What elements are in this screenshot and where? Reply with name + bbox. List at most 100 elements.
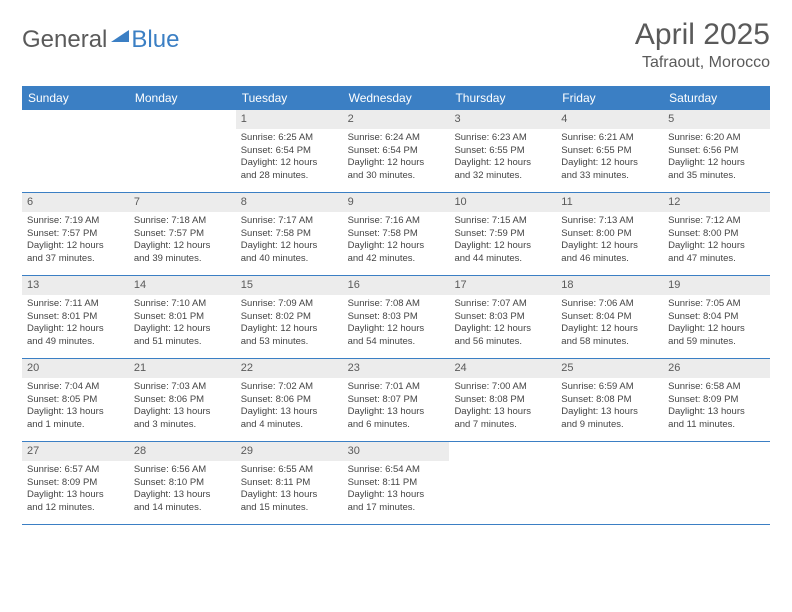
day-cell: 8Sunrise: 7:17 AMSunset: 7:58 PMDaylight…: [236, 193, 343, 275]
day-cell: 18Sunrise: 7:06 AMSunset: 8:04 PMDayligh…: [556, 276, 663, 358]
day-line-d1: Daylight: 12 hours: [348, 157, 445, 170]
day-line-ss: Sunset: 7:58 PM: [348, 228, 445, 241]
day-line-ss: Sunset: 8:01 PM: [27, 311, 124, 324]
day-line-ss: Sunset: 6:54 PM: [348, 145, 445, 158]
calendar: Sunday Monday Tuesday Wednesday Thursday…: [22, 86, 770, 525]
day-line-sr: Sunrise: 6:58 AM: [668, 381, 765, 394]
day-line-d2: and 1 minute.: [27, 419, 124, 432]
day-line-sr: Sunrise: 7:03 AM: [134, 381, 231, 394]
day-number: 13: [22, 276, 129, 295]
weeks-container: 1Sunrise: 6:25 AMSunset: 6:54 PMDaylight…: [22, 110, 770, 525]
logo-text-gray: General: [22, 26, 107, 54]
day-line-d1: Daylight: 12 hours: [134, 240, 231, 253]
title-block: April 2025 Tafraout, Morocco: [635, 18, 770, 72]
day-cell: 15Sunrise: 7:09 AMSunset: 8:02 PMDayligh…: [236, 276, 343, 358]
day-cell: 5Sunrise: 6:20 AMSunset: 6:56 PMDaylight…: [663, 110, 770, 192]
day-number: 16: [343, 276, 450, 295]
day-number: 8: [236, 193, 343, 212]
day-line-d1: Daylight: 12 hours: [241, 157, 338, 170]
day-line-d2: and 33 minutes.: [561, 170, 658, 183]
day-line-d2: and 42 minutes.: [348, 253, 445, 266]
day-line-d2: and 9 minutes.: [561, 419, 658, 432]
week-row: 27 Sunrise: 6:57 AMSunset: 8:09 PM Dayligh…: [22, 442, 770, 525]
day-line-sr: Sunrise: 7:16 AM: [348, 215, 445, 228]
day-line-d1: Daylight: 12 hours: [668, 323, 765, 336]
day-line-d2: and 15 minutes.: [241, 502, 338, 515]
day-body: Sunrise: 7:06 AMSunset: 8:04 PMDaylight:…: [556, 295, 663, 354]
day-line-ss: Sunset: 8:04 PM: [561, 311, 658, 324]
logo: General Blue: [22, 26, 179, 54]
day-body: Sunrise: 6:20 AMSunset: 6:56 PMDaylight:…: [663, 129, 770, 188]
day-line-d2: and 44 minutes.: [454, 253, 551, 266]
day-line-sr: Sunrise: 6:23 AM: [454, 132, 551, 145]
day-number: 5: [663, 110, 770, 129]
day-body: [663, 461, 770, 469]
day-body: Sunrise: 6:54 AMSunset: 8:11 PMDaylight:…: [343, 461, 450, 520]
day-number: 28: [129, 442, 236, 461]
day-number: 27: [22, 442, 129, 461]
day-line-d1: Daylight: 12 hours: [241, 240, 338, 253]
day-line-d1: Daylight: 13 hours: [241, 489, 338, 502]
day-cell: 29Sunrise: 6:55 AMSunset: 8:11 PMDayligh…: [236, 442, 343, 524]
day-body: Sunrise: 7:11 AMSunset: 8:01 PMDaylight:…: [22, 295, 129, 354]
day-number: 12: [663, 193, 770, 212]
day-cell: [129, 110, 236, 192]
day-line-d1: Daylight: 13 hours: [561, 406, 658, 419]
weekday-label: Friday: [556, 86, 663, 110]
day-line-sr: Sunrise: 6:57 AM: [27, 464, 124, 477]
day-line-ss: Sunset: 8:07 PM: [348, 394, 445, 407]
day-body: Sunrise: 7:08 AMSunset: 8:03 PMDaylight:…: [343, 295, 450, 354]
day-number: 22: [236, 359, 343, 378]
day-line-sr: Sunrise: 6:24 AM: [348, 132, 445, 145]
day-line-sr: Sunrise: 6:25 AM: [241, 132, 338, 145]
day-body: Sunrise: 7:13 AMSunset: 8:00 PMDaylight:…: [556, 212, 663, 271]
day-line-d2: and 11 minutes.: [668, 419, 765, 432]
weekday-label: Thursday: [449, 86, 556, 110]
day-body: Sunrise: 6:24 AMSunset: 6:54 PMDaylight:…: [343, 129, 450, 188]
day-line-d1: Daylight: 12 hours: [668, 240, 765, 253]
day-number: 7: [129, 193, 236, 212]
day-line-ss: Sunset: 7:57 PM: [134, 228, 231, 241]
day-cell: 2Sunrise: 6:24 AMSunset: 6:54 PMDaylight…: [343, 110, 450, 192]
day-body: Sunrise: 7:01 AMSunset: 8:07 PMDaylight:…: [343, 378, 450, 437]
day-number: 18: [556, 276, 663, 295]
day-cell: 10Sunrise: 7:15 AMSunset: 7:59 PMDayligh…: [449, 193, 556, 275]
day-body: Sunrise: 7:07 AMSunset: 8:03 PMDaylight:…: [449, 295, 556, 354]
header: General Blue April 2025 Tafraout, Morocc…: [22, 18, 770, 72]
day-line-ss: Sunset: 8:09 PM: [27, 477, 124, 490]
day-body: Sunrise: 7:15 AMSunset: 7:59 PMDaylight:…: [449, 212, 556, 271]
day-number: 20: [22, 359, 129, 378]
day-body: Sunrise: 6:58 AMSunset: 8:09 PMDaylight:…: [663, 378, 770, 437]
day-body: Sunrise: 7:02 AMSunset: 8:06 PMDaylight:…: [236, 378, 343, 437]
day-number: 30: [343, 442, 450, 461]
day-cell: 9Sunrise: 7:16 AMSunset: 7:58 PMDaylight…: [343, 193, 450, 275]
day-body: Sunrise: 6:55 AMSunset: 8:11 PMDaylight:…: [236, 461, 343, 520]
day-cell: 25Sunrise: 6:59 AMSunset: 8:08 PMDayligh…: [556, 359, 663, 441]
weekday-header: Sunday Monday Tuesday Wednesday Thursday…: [22, 86, 770, 110]
day-cell: 30Sunrise: 6:54 AMSunset: 8:11 PMDayligh…: [343, 442, 450, 524]
day-cell: [22, 110, 129, 192]
day-cell: 24Sunrise: 7:00 AMSunset: 8:08 PMDayligh…: [449, 359, 556, 441]
day-line-sr: Sunrise: 7:02 AM: [241, 381, 338, 394]
day-line-d1: Daylight: 13 hours: [134, 406, 231, 419]
weekday-label: Sunday: [22, 86, 129, 110]
day-line-d2: and 51 minutes.: [134, 336, 231, 349]
day-line-d2: and 14 minutes.: [134, 502, 231, 515]
week-row: 1Sunrise: 6:25 AMSunset: 6:54 PMDaylight…: [22, 110, 770, 193]
day-line-d1: Daylight: 13 hours: [241, 406, 338, 419]
week-row: 13Sunrise: 7:11 AMSunset: 8:01 PMDayligh…: [22, 276, 770, 359]
day-line-sr: Sunrise: 6:55 AM: [241, 464, 338, 477]
day-body: [22, 129, 129, 137]
day-number: 3: [449, 110, 556, 129]
day-number: 25: [556, 359, 663, 378]
day-cell: 17Sunrise: 7:07 AMSunset: 8:03 PMDayligh…: [449, 276, 556, 358]
day-number: 9: [343, 193, 450, 212]
day-line-ss: Sunset: 8:08 PM: [561, 394, 658, 407]
day-line-sr: Sunrise: 7:15 AM: [454, 215, 551, 228]
day-body: [556, 461, 663, 469]
day-number: 14: [129, 276, 236, 295]
day-line-ss: Sunset: 7:57 PM: [27, 228, 124, 241]
day-cell: 22Sunrise: 7:02 AMSunset: 8:06 PMDayligh…: [236, 359, 343, 441]
day-line-sr: Sunrise: 7:04 AM: [27, 381, 124, 394]
day-cell: 7Sunrise: 7:18 AMSunset: 7:57 PMDaylight…: [129, 193, 236, 275]
